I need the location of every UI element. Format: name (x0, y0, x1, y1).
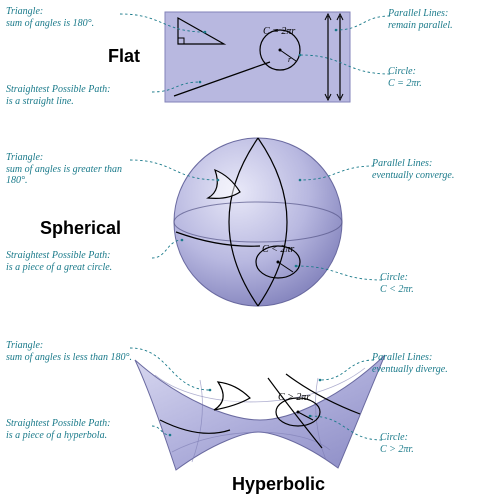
annotation-body: sum of angles is less than 180°. (6, 352, 132, 363)
annotation-body: eventually converge. (372, 170, 454, 181)
flat-annotation: Circle: C = 2πr. (388, 66, 488, 89)
annotation-head: Circle: (388, 66, 488, 78)
flat-annotation: Straightest Possible Path: is a straight… (6, 84, 156, 107)
flat-annotation: Triangle: sum of angles is 180°. (6, 6, 124, 29)
annotation-head: Parallel Lines: (372, 158, 498, 170)
annotation-body: sum of angles is 180°. (6, 18, 94, 29)
spherical-annotation: Triangle: sum of angles is greater than … (6, 152, 134, 187)
annotation-head: Straightest Possible Path: (6, 250, 156, 262)
spherical-annotation: Parallel Lines: eventually converge. (372, 158, 498, 181)
annotation-body: C < 2πr. (380, 284, 414, 295)
annotation-body: remain parallel. (388, 20, 453, 31)
spherical-annotation: Straightest Possible Path: is a piece of… (6, 250, 156, 273)
annotation-body: eventually diverge. (372, 364, 448, 375)
hyperbolic-annotation: Straightest Possible Path: is a piece of… (6, 418, 156, 441)
annotation-body: is a straight line. (6, 96, 74, 107)
annotation-body: is a piece of a hyperbola. (6, 430, 107, 441)
spherical-annotation: Circle: C < 2πr. (380, 272, 490, 295)
annotation-body: is a piece of a great circle. (6, 262, 112, 273)
annotation-head: Circle: (380, 272, 490, 284)
annotation-head: Circle: (380, 432, 490, 444)
annotation-head: Parallel Lines: (372, 352, 498, 364)
hyperbolic-annotation: Circle: C > 2πr. (380, 432, 490, 455)
annotation-body: C = 2πr. (388, 78, 422, 89)
annotation-head: Triangle: (6, 340, 134, 352)
annotation-body: C > 2πr. (380, 444, 414, 455)
flat-annotation: Parallel Lines: remain parallel. (388, 8, 498, 31)
hyperbolic-annotation: Parallel Lines: eventually diverge. (372, 352, 498, 375)
hyperbolic-circle-label: C > 2πr (278, 392, 310, 403)
hyperbolic-title: Hyperbolic (232, 474, 325, 495)
annotation-head: Parallel Lines: (388, 8, 498, 20)
annotation-head: Triangle: (6, 6, 124, 18)
annotation-head: Straightest Possible Path: (6, 418, 156, 430)
hyperbolic-annotation: Triangle: sum of angles is less than 180… (6, 340, 134, 363)
annotation-body: sum of angles is greater than 180°. (6, 164, 122, 187)
annotation-head: Straightest Possible Path: (6, 84, 156, 96)
annotation-head: Triangle: (6, 152, 134, 164)
